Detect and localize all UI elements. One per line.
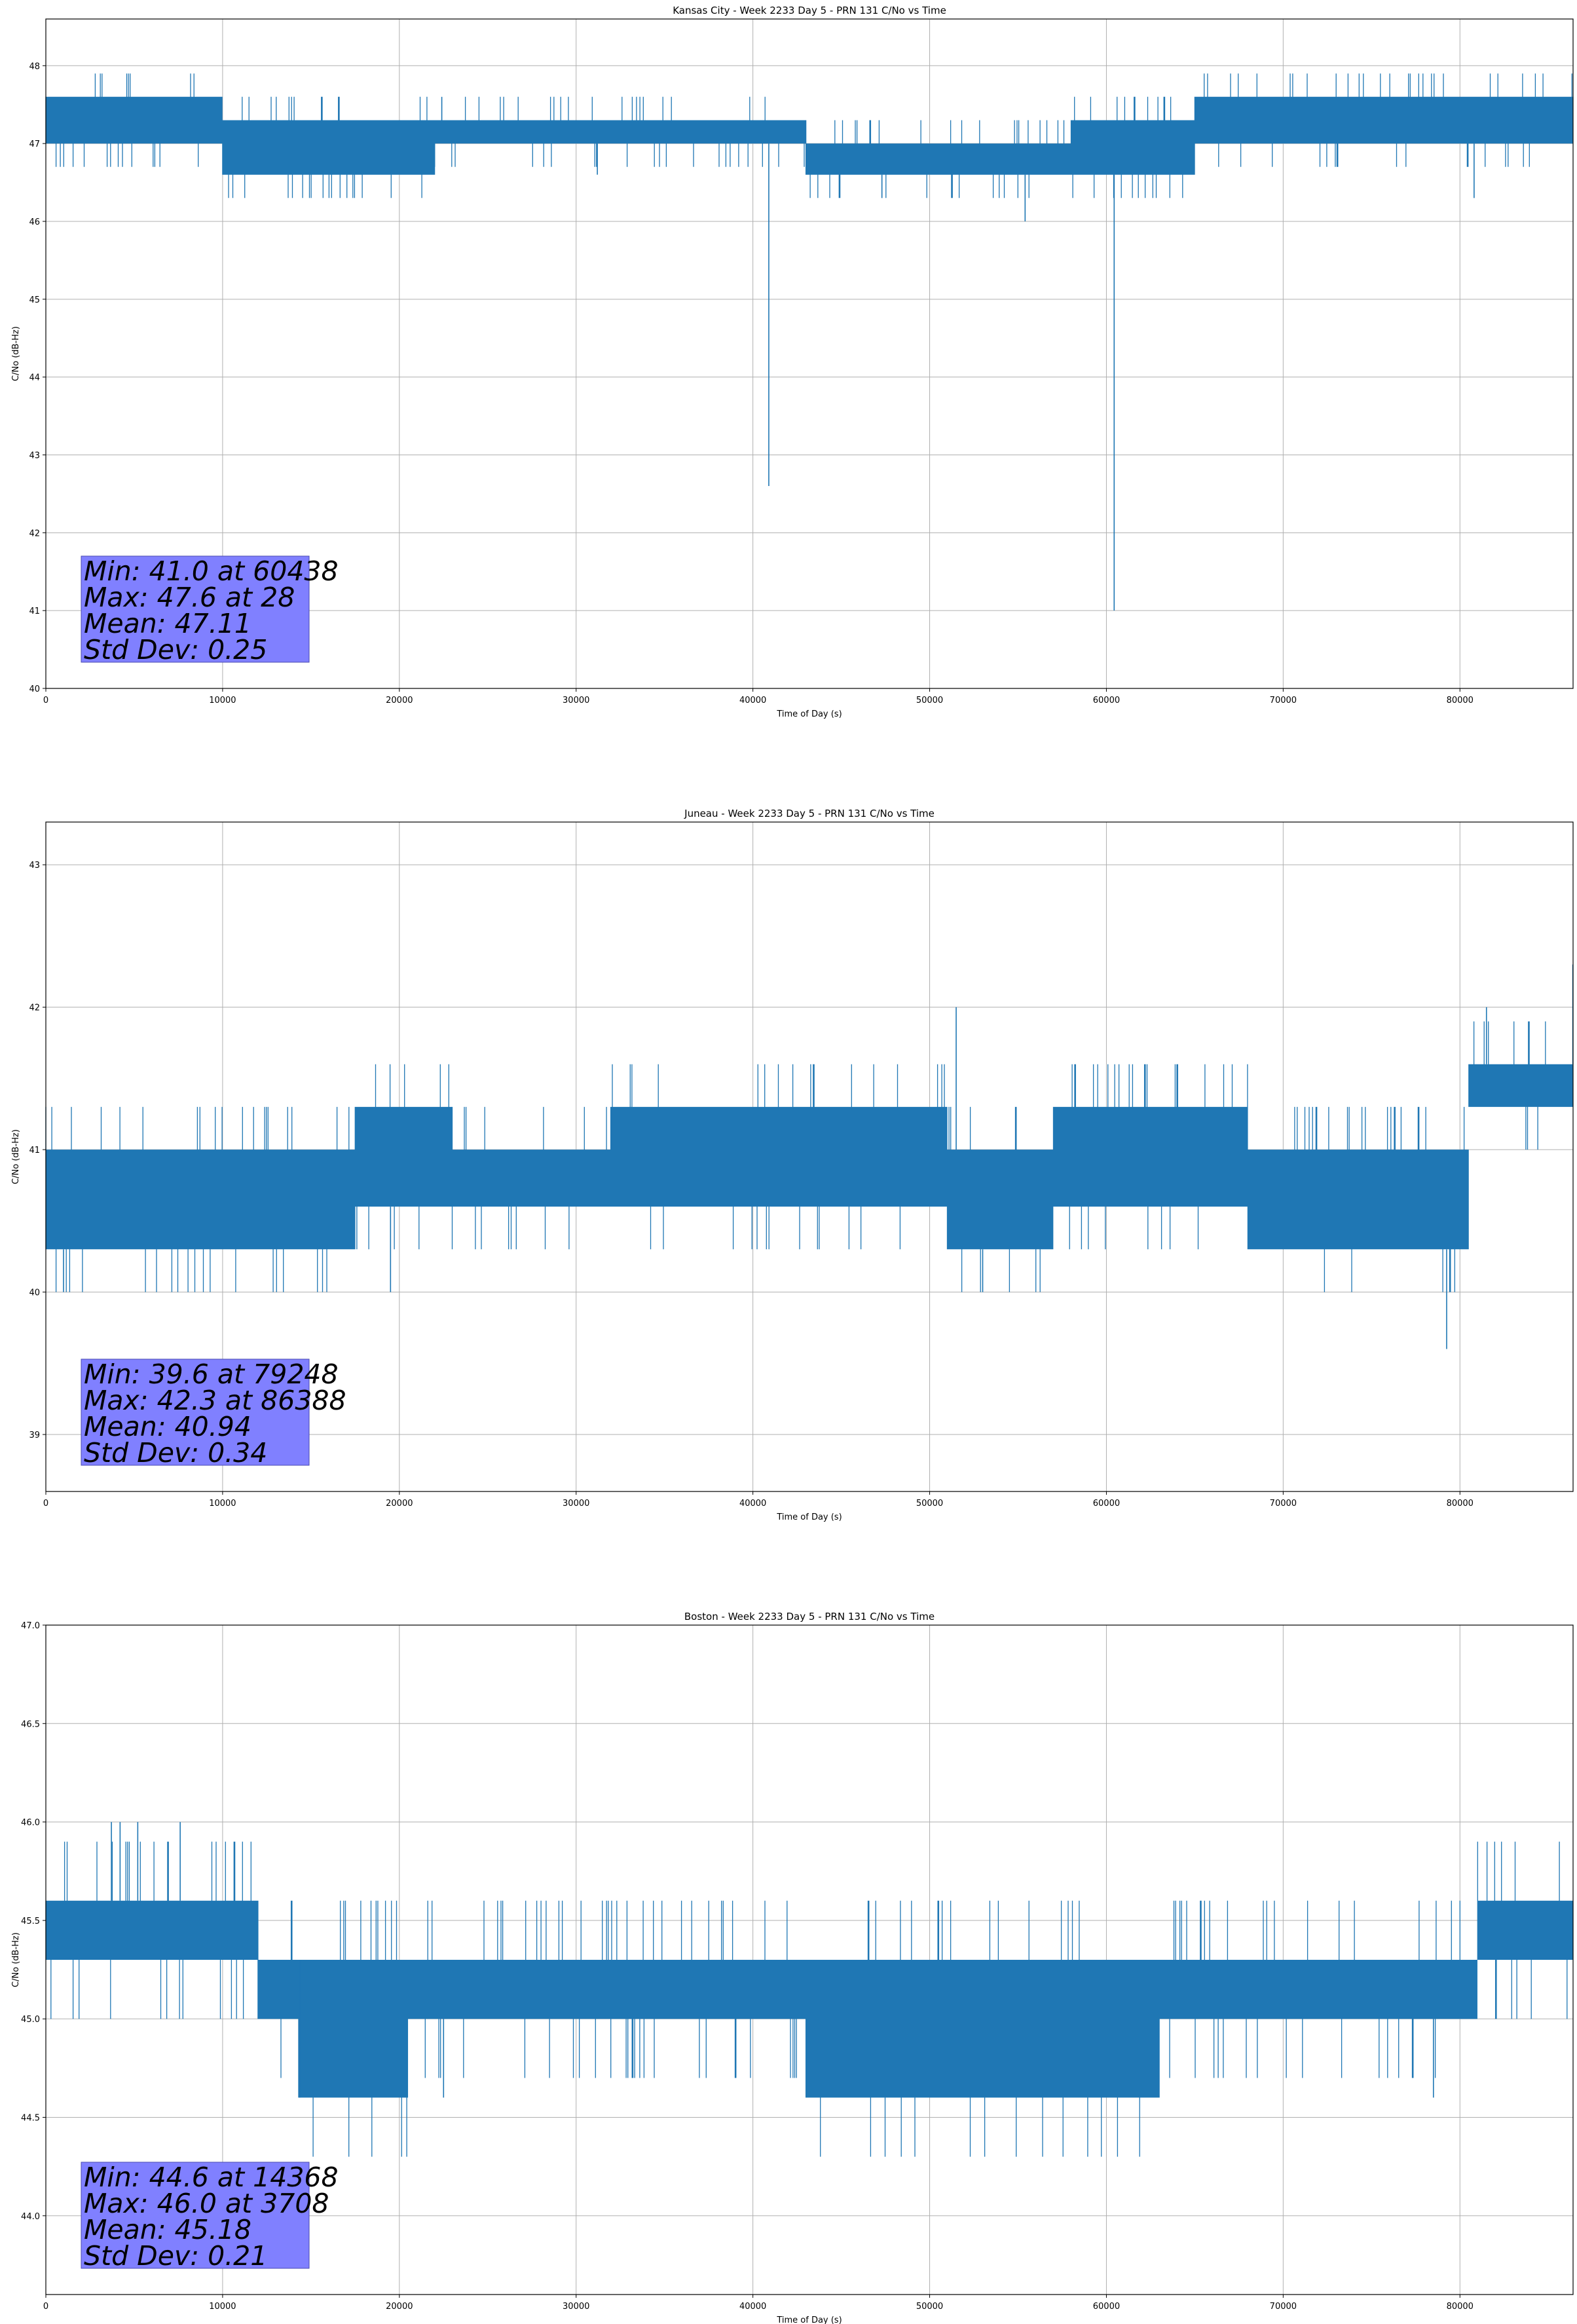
stats-line: Mean: 40.94 <box>84 1411 251 1442</box>
x-tick-label: 70000 <box>1270 1499 1297 1509</box>
chart-title: Kansas City - Week 2233 Day 5 - PRN 131 … <box>673 5 946 16</box>
y-axis-label: C/No (dB-Hz) <box>11 1129 21 1184</box>
x-tick-label: 80000 <box>1447 696 1474 705</box>
series-line <box>45 73 1574 611</box>
x-tick-label: 70000 <box>1270 696 1297 705</box>
stats-box-background <box>81 2162 310 2269</box>
x-tick-label: 10000 <box>209 1499 236 1509</box>
stats-line: Min: 39.6 at 79248 <box>84 1359 339 1390</box>
series-band <box>45 73 1574 198</box>
y-tick-label: 41 <box>29 1146 40 1155</box>
y-tick-label: 45.5 <box>21 1917 40 1926</box>
x-tick-label: 30000 <box>563 2302 589 2312</box>
x-tick-label: 40000 <box>739 1499 766 1509</box>
stats-line: Std Dev: 0.21 <box>84 2240 267 2272</box>
series-band <box>45 1021 1574 1292</box>
y-tick-label: 46.5 <box>21 1719 40 1729</box>
y-tick-label: 46.0 <box>21 1818 40 1828</box>
x-tick-label: 80000 <box>1447 2302 1474 2312</box>
x-tick-label: 0 <box>43 2302 48 2312</box>
y-tick-label: 45.0 <box>21 2015 40 2025</box>
x-tick-label: 40000 <box>739 696 766 705</box>
y-tick-label: 43 <box>29 861 40 871</box>
y-axis-label: C/No (dB-Hz) <box>11 326 21 381</box>
plot-frame <box>45 1624 1574 2295</box>
y-axis-label: C/No (dB-Hz) <box>11 1932 21 1987</box>
x-axis-label: Time of Day (s) <box>776 1512 842 1522</box>
y-tick-label: 44.0 <box>21 2212 40 2222</box>
chart-title: Juneau - Week 2233 Day 5 - PRN 131 C/No … <box>684 808 935 819</box>
stats-line: Std Dev: 0.34 <box>84 1437 267 1469</box>
x-tick-label: 40000 <box>739 2302 766 2312</box>
x-tick-label: 20000 <box>386 2302 413 2312</box>
y-tick-label: 43 <box>29 451 40 460</box>
stats-box-background <box>81 555 310 663</box>
x-tick-label: 80000 <box>1447 1499 1474 1509</box>
plot-frame <box>45 18 1574 689</box>
x-axis-label: Time of Day (s) <box>776 2315 842 2324</box>
stats-line: Max: 42.3 at 86388 <box>84 1385 346 1416</box>
chart-panel-1: 0 10000 20000 30000 40000 50000 60000 70000 8000… <box>11 5 1574 719</box>
x-tick-label: 50000 <box>916 1499 943 1509</box>
y-tick-label: 42 <box>29 1003 40 1013</box>
y-tick-label: 40 <box>29 1288 40 1298</box>
stats-line: Mean: 47.11 <box>84 608 251 639</box>
series-line <box>45 964 1574 1349</box>
x-tick-label: 30000 <box>563 1499 589 1509</box>
y-tick-label: 41 <box>29 607 40 616</box>
x-tick-label: 0 <box>43 1499 48 1509</box>
stats-line: Mean: 45.18 <box>84 2214 251 2245</box>
stats-line: Max: 46.0 at 3708 <box>84 2188 329 2219</box>
x-tick-label: 60000 <box>1093 1499 1120 1509</box>
y-tick-label: 48 <box>29 62 40 71</box>
x-tick-label: 60000 <box>1093 2302 1120 2312</box>
x-tick-label: 20000 <box>386 696 413 705</box>
stats-line: Min: 41.0 at 60438 <box>84 555 339 587</box>
y-tick-label: 46 <box>29 217 40 227</box>
x-tick-label: 30000 <box>563 696 589 705</box>
x-axis-label: Time of Day (s) <box>776 709 842 719</box>
x-tick-label: 10000 <box>209 696 236 705</box>
y-tick-label: 40 <box>29 684 40 694</box>
chart-panel-3: 0 10000 20000 30000 40000 50000 60000 70000 8000… <box>11 1611 1574 2324</box>
y-tick-label: 42 <box>29 529 40 538</box>
x-tick-label: 0 <box>43 696 48 705</box>
series-line <box>45 1822 1574 2157</box>
x-tick-label: 50000 <box>916 696 943 705</box>
x-tick-label: 70000 <box>1270 2302 1297 2312</box>
stats-line: Std Dev: 0.25 <box>84 634 267 665</box>
stats-box-background <box>81 1359 310 1466</box>
chart-panel-2: 0 10000 20000 30000 40000 50000 60000 70000 8000… <box>11 808 1574 1522</box>
y-tick-label: 47.0 <box>21 1621 40 1631</box>
x-tick-label: 50000 <box>916 2302 943 2312</box>
chart-title: Boston - Week 2233 Day 5 - PRN 131 C/No … <box>684 1611 935 1622</box>
y-tick-label: 45 <box>29 295 40 305</box>
x-tick-label: 20000 <box>386 1499 413 1509</box>
stats-line: Min: 44.6 at 14368 <box>84 2162 339 2193</box>
plot-frame <box>45 821 1574 1492</box>
x-tick-label: 10000 <box>209 2302 236 2312</box>
y-tick-label: 44 <box>29 373 40 383</box>
stats-line: Max: 47.6 at 28 <box>84 582 295 613</box>
y-tick-label: 47 <box>29 140 40 149</box>
series-band <box>45 1841 1574 2157</box>
y-tick-label: 44.5 <box>21 2113 40 2123</box>
x-tick-label: 60000 <box>1093 696 1120 705</box>
y-tick-label: 39 <box>29 1431 40 1440</box>
